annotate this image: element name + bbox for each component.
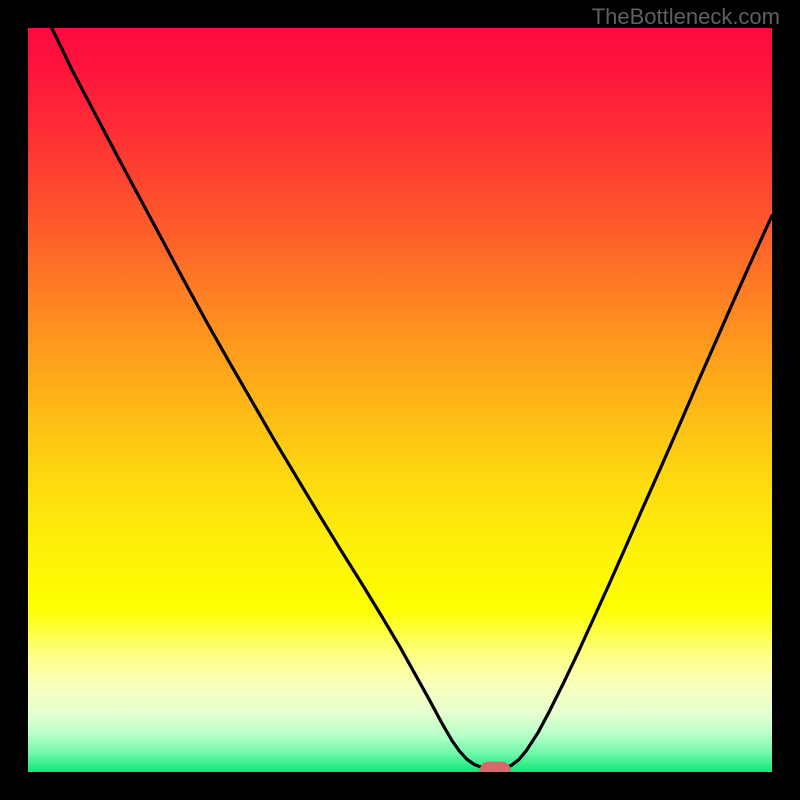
gradient-background [28, 28, 772, 772]
optimal-marker [480, 762, 511, 772]
chart-svg [28, 28, 772, 772]
plot-area [28, 28, 772, 772]
chart-stage: TheBottleneck.com [0, 0, 800, 800]
watermark-text: TheBottleneck.com [592, 4, 780, 30]
